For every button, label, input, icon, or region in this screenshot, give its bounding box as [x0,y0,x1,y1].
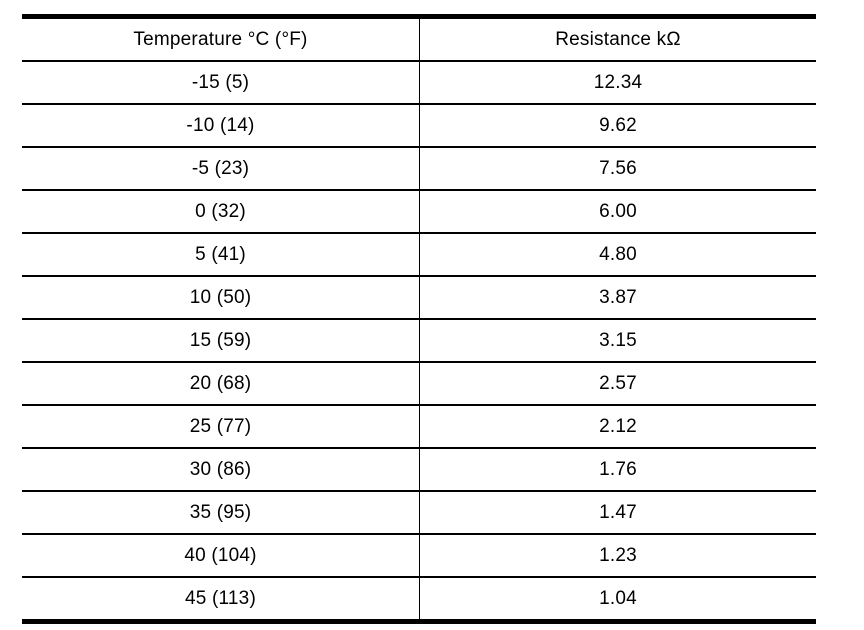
table-row: 5 (41) 4.80 [22,233,816,277]
resistance-cell: 3.87 [419,276,816,320]
table-row: -5 (23) 7.56 [22,147,816,191]
table-row: 45 (113) 1.04 [22,577,816,622]
table-row: -10 (14) 9.62 [22,104,816,148]
table-header-row: Temperature °C (°F) Resistance kΩ [22,16,816,62]
temperature-column-header: Temperature °C (°F) [22,16,420,62]
table-header: Temperature °C (°F) Resistance kΩ [22,16,816,62]
temperature-resistance-table: Temperature °C (°F) Resistance kΩ -15 (5… [22,14,816,624]
temperature-cell: -10 (14) [22,104,420,148]
table-row: 25 (77) 2.12 [22,405,816,449]
table-row: 10 (50) 3.87 [22,276,816,320]
temperature-cell: 5 (41) [22,233,420,277]
resistance-column-header: Resistance kΩ [419,16,816,62]
resistance-cell: 1.76 [419,448,816,492]
temperature-cell: 15 (59) [22,319,420,363]
temperature-cell: 45 (113) [22,577,420,622]
table-row: 40 (104) 1.23 [22,534,816,578]
temperature-cell: 20 (68) [22,362,420,406]
table-row: -15 (5) 12.34 [22,61,816,105]
table-row: 15 (59) 3.15 [22,319,816,363]
temperature-cell: 25 (77) [22,405,420,449]
resistance-cell: 7.56 [419,147,816,191]
temperature-cell: -5 (23) [22,147,420,191]
table-body: -15 (5) 12.34 -10 (14) 9.62 -5 (23) 7.56 0 (32… [22,61,816,622]
resistance-cell: 1.47 [419,491,816,535]
temperature-cell: -15 (5) [22,61,420,105]
table-row: 30 (86) 1.76 [22,448,816,492]
resistance-cell: 12.34 [419,61,816,105]
resistance-cell: 3.15 [419,319,816,363]
table-row: 20 (68) 2.57 [22,362,816,406]
temperature-cell: 35 (95) [22,491,420,535]
resistance-cell: 1.23 [419,534,816,578]
temperature-cell: 0 (32) [22,190,420,234]
resistance-cell: 2.57 [419,362,816,406]
temperature-cell: 10 (50) [22,276,420,320]
resistance-cell: 4.80 [419,233,816,277]
resistance-cell: 9.62 [419,104,816,148]
table-row: 35 (95) 1.47 [22,491,816,535]
temperature-cell: 30 (86) [22,448,420,492]
resistance-cell: 1.04 [419,577,816,622]
temperature-cell: 40 (104) [22,534,420,578]
resistance-cell: 2.12 [419,405,816,449]
table-row: 0 (32) 6.00 [22,190,816,234]
resistance-cell: 6.00 [419,190,816,234]
